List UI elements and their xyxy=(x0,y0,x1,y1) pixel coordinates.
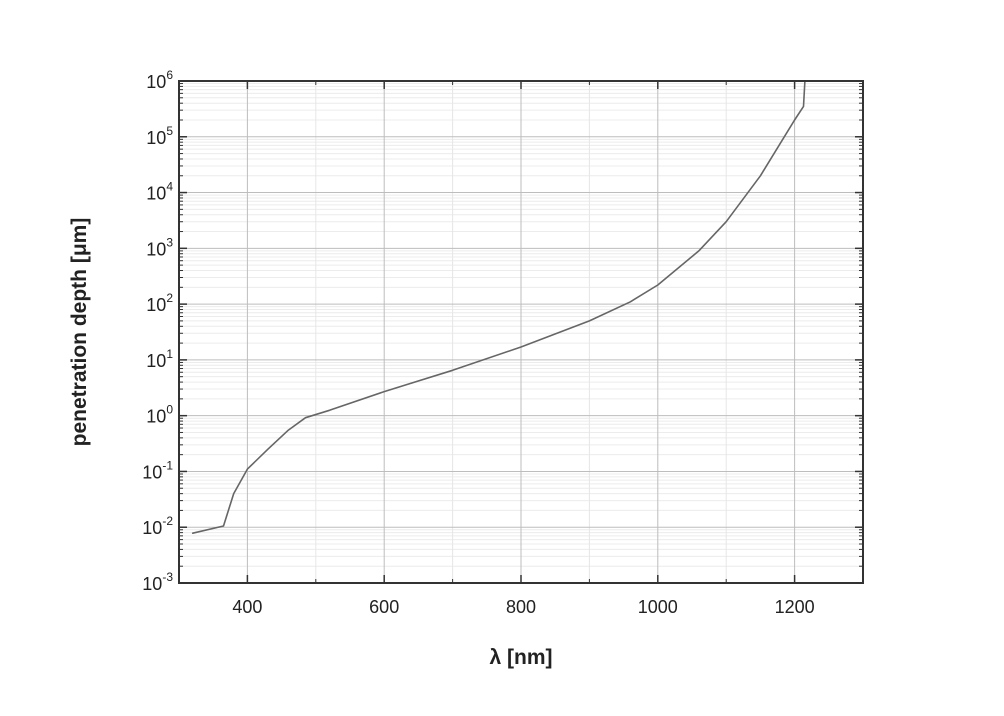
major-grid xyxy=(179,81,863,583)
y-tick-label-base: 10 xyxy=(146,72,166,92)
y-tick-label-exponent: 1 xyxy=(166,347,173,361)
y-tick-label: 105 xyxy=(146,124,173,148)
y-tick-label-exponent: -1 xyxy=(162,458,173,472)
y-tick-label-exponent: -2 xyxy=(162,514,173,528)
y-tick-label: 104 xyxy=(146,180,173,204)
x-tick-label: 600 xyxy=(369,597,399,617)
y-tick-label-exponent: -3 xyxy=(162,570,173,584)
y-tick-label-base: 10 xyxy=(142,518,162,538)
y-tick-label-base: 10 xyxy=(146,407,166,427)
series-layer xyxy=(191,80,806,535)
y-tick-label: 102 xyxy=(146,291,173,315)
y-tick-label: 103 xyxy=(146,235,173,259)
series-line xyxy=(191,80,806,535)
y-tick-label: 10-2 xyxy=(142,514,173,538)
y-tick-label: 106 xyxy=(146,68,173,92)
y-tick-label-exponent: 5 xyxy=(166,124,173,138)
y-tick-label-exponent: 6 xyxy=(166,68,173,82)
y-tick-label-exponent: 4 xyxy=(166,180,173,194)
y-tick-label-base: 10 xyxy=(146,239,166,259)
tick-marks xyxy=(179,80,863,584)
x-tick-labels: 400 600 800 1000 1200 xyxy=(232,597,814,617)
y-tick-label-base: 10 xyxy=(146,184,166,204)
y-tick-label-exponent: 2 xyxy=(166,291,173,305)
y-tick-label-base: 10 xyxy=(146,128,166,148)
y-tick-label: 101 xyxy=(146,347,173,371)
x-tick-label: 400 xyxy=(232,597,262,617)
y-tick-label-base: 10 xyxy=(142,574,162,594)
y-axis-title: penetration depth [μm] xyxy=(68,218,91,447)
x-axis-title: λ [nm] xyxy=(490,646,553,669)
x-tick-label: 800 xyxy=(506,597,536,617)
y-tick-label-base: 10 xyxy=(146,295,166,315)
x-tick-label: 1200 xyxy=(775,597,815,617)
y-tick-label: 100 xyxy=(146,403,173,427)
y-tick-label-exponent: 3 xyxy=(166,235,173,249)
y-tick-label-base: 10 xyxy=(146,351,166,371)
y-tick-label-exponent: 0 xyxy=(166,403,173,417)
y-tick-label: 10-1 xyxy=(142,458,173,482)
x-tick-label: 1000 xyxy=(638,597,678,617)
y-tick-label: 10-3 xyxy=(142,570,173,594)
y-tick-label-base: 10 xyxy=(142,462,162,482)
